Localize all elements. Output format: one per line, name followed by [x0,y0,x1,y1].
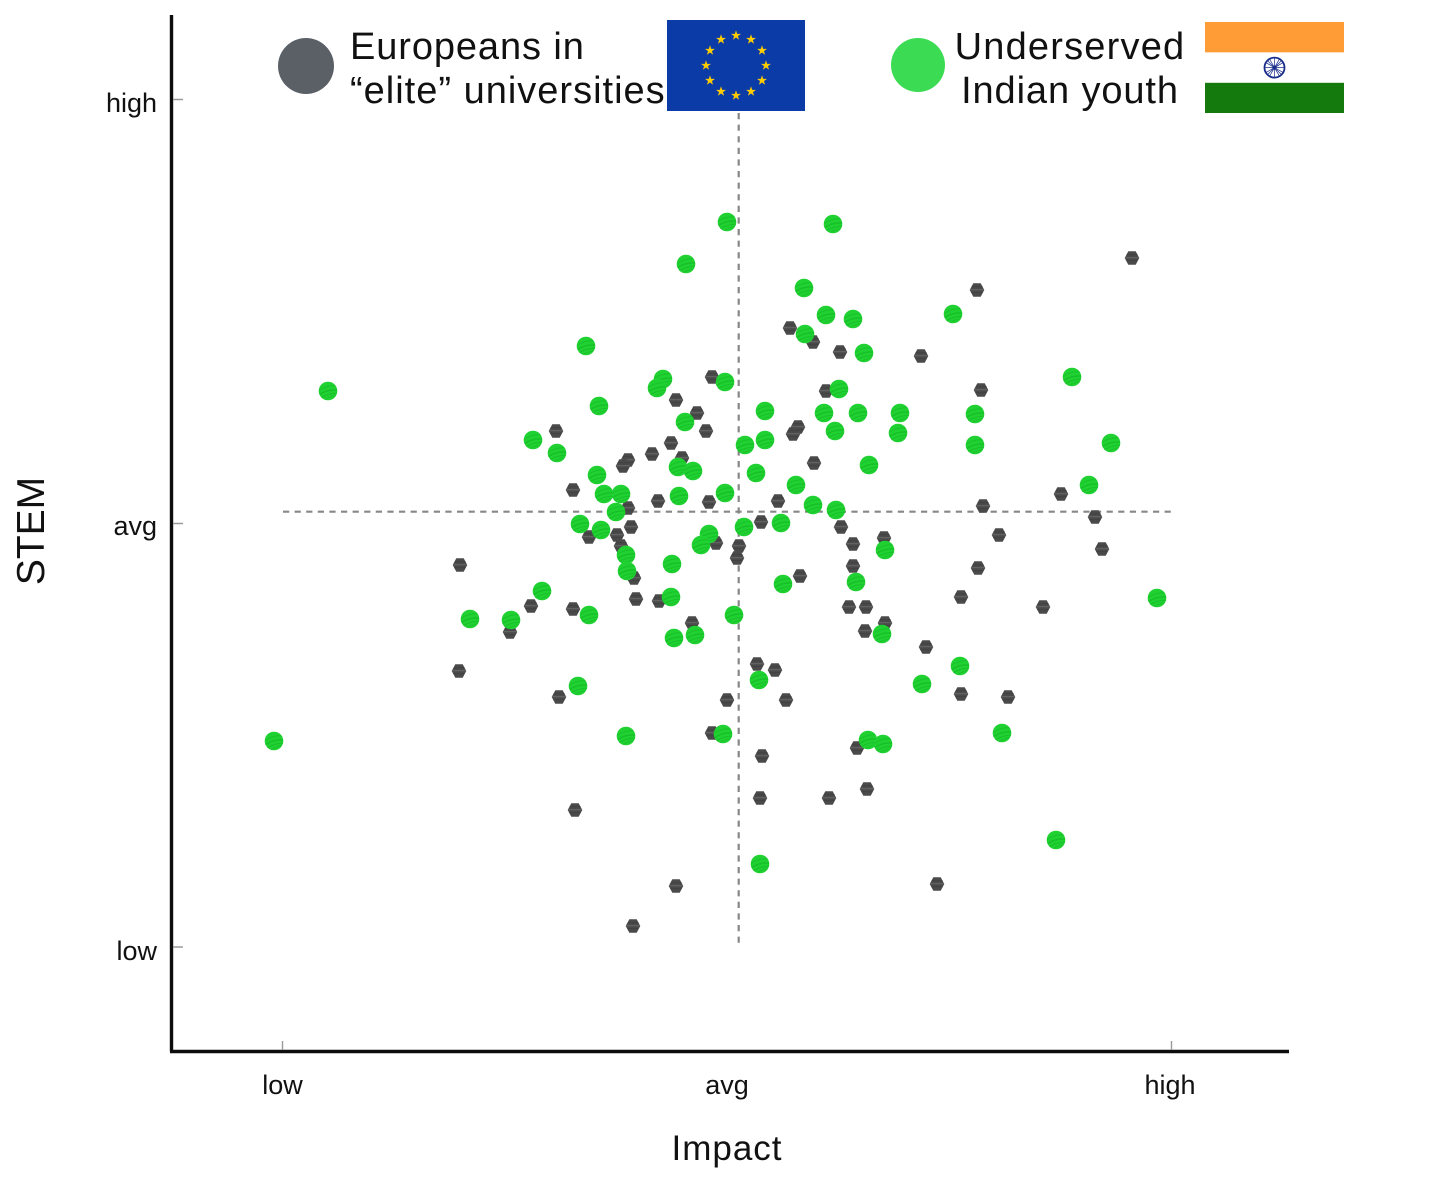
svg-text:Indian youth: Indian youth [961,70,1179,112]
svg-text:Underserved: Underserved [955,26,1186,68]
svg-text:high: high [1144,1070,1195,1100]
svg-text:STEM: STEM [10,477,53,585]
svg-text:high: high [106,88,157,118]
svg-text:avg: avg [705,1070,749,1100]
svg-text:“elite” universities: “elite” universities [350,70,666,112]
svg-text:low: low [262,1070,303,1100]
svg-text:Impact: Impact [671,1129,782,1168]
svg-text:Europeans in: Europeans in [350,26,585,68]
svg-text:low: low [116,936,157,966]
svg-text:avg: avg [113,511,157,541]
